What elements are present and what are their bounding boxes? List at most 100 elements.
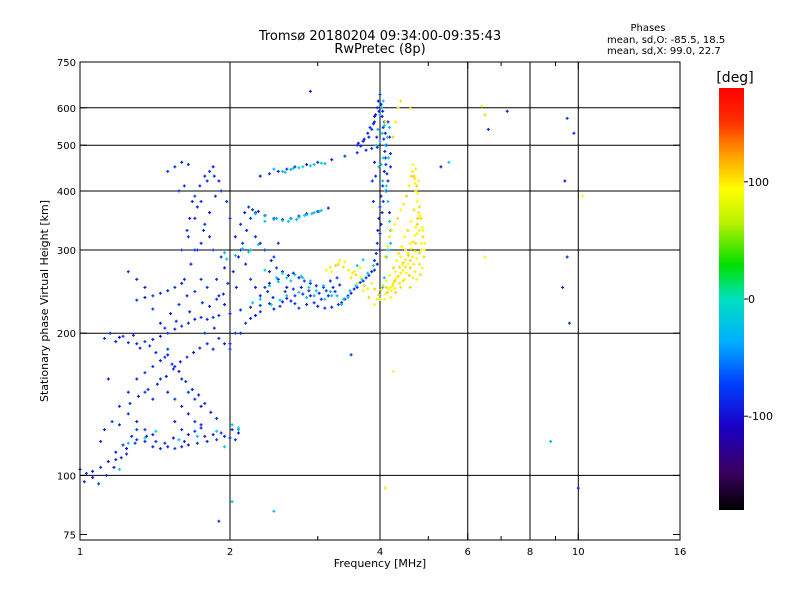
- x-tick-label: 2: [227, 547, 233, 558]
- data-point: [393, 286, 397, 290]
- data-point: [348, 289, 352, 293]
- data-point: [164, 374, 168, 378]
- data-point: [407, 273, 411, 277]
- data-point: [91, 475, 95, 479]
- data-point: [166, 390, 170, 394]
- data-point: [381, 179, 385, 183]
- data-point: [388, 235, 392, 239]
- data-point: [404, 271, 408, 275]
- data-point: [126, 412, 130, 416]
- data-point: [349, 291, 353, 295]
- data-point: [314, 284, 318, 288]
- data-point: [380, 131, 384, 135]
- data-point: [230, 423, 234, 427]
- data-point: [371, 122, 375, 126]
- data-point: [403, 248, 407, 252]
- data-point: [401, 268, 405, 272]
- data-point: [423, 241, 427, 245]
- data-point: [177, 369, 181, 373]
- data-point: [146, 388, 150, 392]
- data-point: [352, 270, 356, 274]
- data-point: [301, 292, 305, 296]
- chart-title: Tromsø 20180204 09:34:00-09:35:43: [258, 29, 501, 44]
- data-point: [200, 301, 204, 305]
- data-point: [366, 287, 370, 291]
- data-point: [114, 450, 118, 454]
- phases-o-stats: mean, sd,O: -85.5, 18.5: [607, 35, 725, 46]
- data-point: [263, 285, 267, 289]
- data-point: [328, 265, 332, 269]
- data-point: [289, 168, 293, 172]
- data-point: [349, 353, 353, 357]
- data-point: [82, 480, 86, 484]
- data-point: [154, 429, 158, 433]
- data-point: [135, 428, 139, 432]
- data-point: [219, 189, 223, 193]
- data-point: [388, 211, 392, 215]
- data-point: [317, 209, 321, 213]
- data-point: [406, 254, 410, 258]
- data-point: [388, 126, 392, 130]
- data-point: [163, 355, 167, 359]
- data-point: [381, 284, 385, 288]
- y-tick-label: 750: [57, 58, 76, 69]
- data-point: [305, 163, 309, 167]
- data-point: [323, 306, 327, 310]
- data-point: [239, 248, 243, 252]
- data-point: [203, 434, 207, 438]
- data-point: [422, 255, 426, 259]
- data-point: [411, 255, 415, 259]
- data-point: [267, 172, 271, 176]
- data-point: [336, 262, 340, 266]
- data-point: [398, 281, 402, 285]
- data-point: [417, 251, 421, 255]
- data-point: [395, 259, 399, 263]
- data-point: [396, 106, 400, 110]
- data-point: [193, 194, 197, 198]
- data-point: [219, 255, 223, 259]
- data-point: [380, 106, 384, 110]
- data-point: [267, 284, 271, 288]
- data-point: [378, 139, 382, 143]
- data-point: [342, 297, 346, 301]
- data-point: [319, 297, 323, 301]
- data-point: [291, 287, 295, 291]
- data-point: [371, 200, 375, 204]
- data-point: [173, 327, 177, 331]
- data-point: [486, 127, 490, 131]
- data-point: [382, 137, 386, 141]
- data-point: [251, 208, 255, 212]
- data-point: [182, 277, 186, 281]
- data-point: [297, 276, 301, 280]
- data-point: [393, 279, 397, 283]
- data-point: [324, 289, 328, 293]
- data-point: [393, 222, 397, 226]
- data-point: [272, 307, 276, 311]
- data-point: [225, 257, 229, 261]
- data-point: [211, 433, 215, 437]
- data-point: [117, 404, 121, 408]
- data-point: [447, 160, 451, 164]
- data-point: [399, 208, 403, 212]
- data-point: [267, 270, 271, 274]
- data-point: [416, 192, 420, 196]
- data-point: [186, 412, 190, 416]
- data-point: [182, 184, 186, 188]
- data-point: [370, 281, 374, 285]
- data-point: [117, 467, 121, 471]
- data-point: [121, 334, 125, 338]
- data-point: [302, 213, 306, 217]
- data-point: [567, 321, 571, 325]
- data-point: [158, 334, 162, 338]
- data-point: [108, 331, 112, 335]
- data-point: [415, 222, 419, 226]
- data-point: [374, 113, 378, 117]
- data-point: [367, 273, 371, 277]
- data-point: [158, 291, 162, 295]
- data-point: [258, 297, 262, 301]
- data-point: [195, 248, 199, 252]
- data-point: [215, 416, 219, 420]
- data-point: [413, 177, 417, 181]
- data-point: [205, 317, 209, 321]
- data-point: [189, 262, 193, 266]
